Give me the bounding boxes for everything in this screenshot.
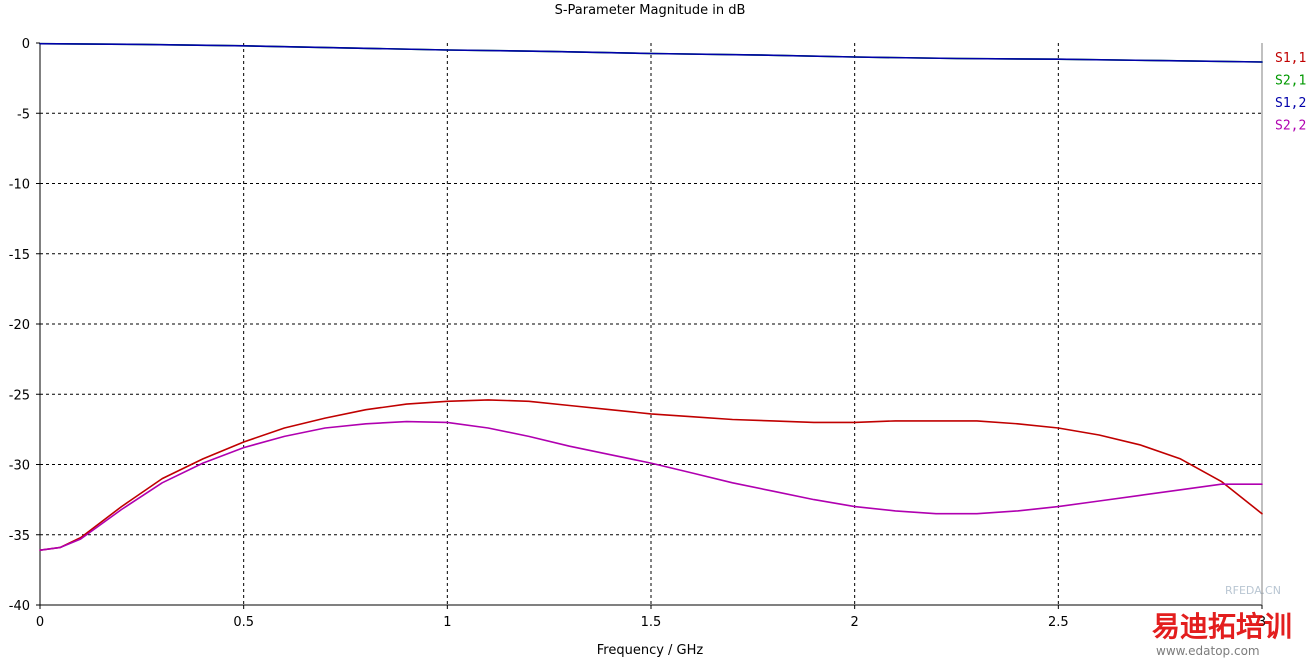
tick-labels: 0 0.5 1 1.5 2 2.5 3 0 -5 -10 -15 -20 -25 -30 -35 -40 xyxy=(9,37,1266,630)
y-tick-label: -40 xyxy=(9,599,30,614)
x-tick-label: 0 xyxy=(36,615,44,630)
x-tick-label: 2.5 xyxy=(1048,615,1069,630)
chart-title: S-Parameter Magnitude in dB xyxy=(555,3,746,18)
series-line-s1-2 xyxy=(39,42,1263,63)
watermark-site-text: RFEDA.CN xyxy=(1225,584,1281,597)
x-tick-label: 1.5 xyxy=(641,615,662,630)
y-tick-label: -15 xyxy=(9,248,30,263)
legend-entry-s2-1: S2,1 xyxy=(1275,74,1306,89)
y-tick-label: 0 xyxy=(22,37,30,52)
y-tick-label: -5 xyxy=(17,107,30,122)
y-tick-label: -25 xyxy=(9,388,30,403)
watermark: RFEDA.CN 易迪拓培训 www.edatop.com xyxy=(1152,584,1292,658)
legend-entry-s2-2: S2,2 xyxy=(1275,119,1306,134)
y-tick-label: -10 xyxy=(9,178,30,193)
series-line-s1-1 xyxy=(39,399,1263,552)
x-tick-label: 0.5 xyxy=(233,615,254,630)
watermark-domain-text: www.edatop.com xyxy=(1156,644,1260,658)
y-tick-label: -30 xyxy=(9,459,30,474)
legend-entry-s1-1: S1,1 xyxy=(1275,51,1306,66)
watermark-brand-text: 易迪拓培训 xyxy=(1152,610,1292,643)
series-lines xyxy=(39,42,1263,552)
x-tick-label: 2 xyxy=(851,615,859,630)
y-tick-label: -35 xyxy=(9,529,30,544)
x-axis-label: Frequency / GHz xyxy=(597,643,704,658)
x-tick-label: 1 xyxy=(443,615,451,630)
x-tick-label: 3 xyxy=(1258,615,1266,630)
y-tick-label: -20 xyxy=(9,318,30,333)
series-line-s2-2 xyxy=(39,420,1263,552)
legend: S1,1 S2,1 S1,2 S2,2 xyxy=(1275,51,1306,134)
legend-entry-s1-2: S1,2 xyxy=(1275,96,1306,111)
